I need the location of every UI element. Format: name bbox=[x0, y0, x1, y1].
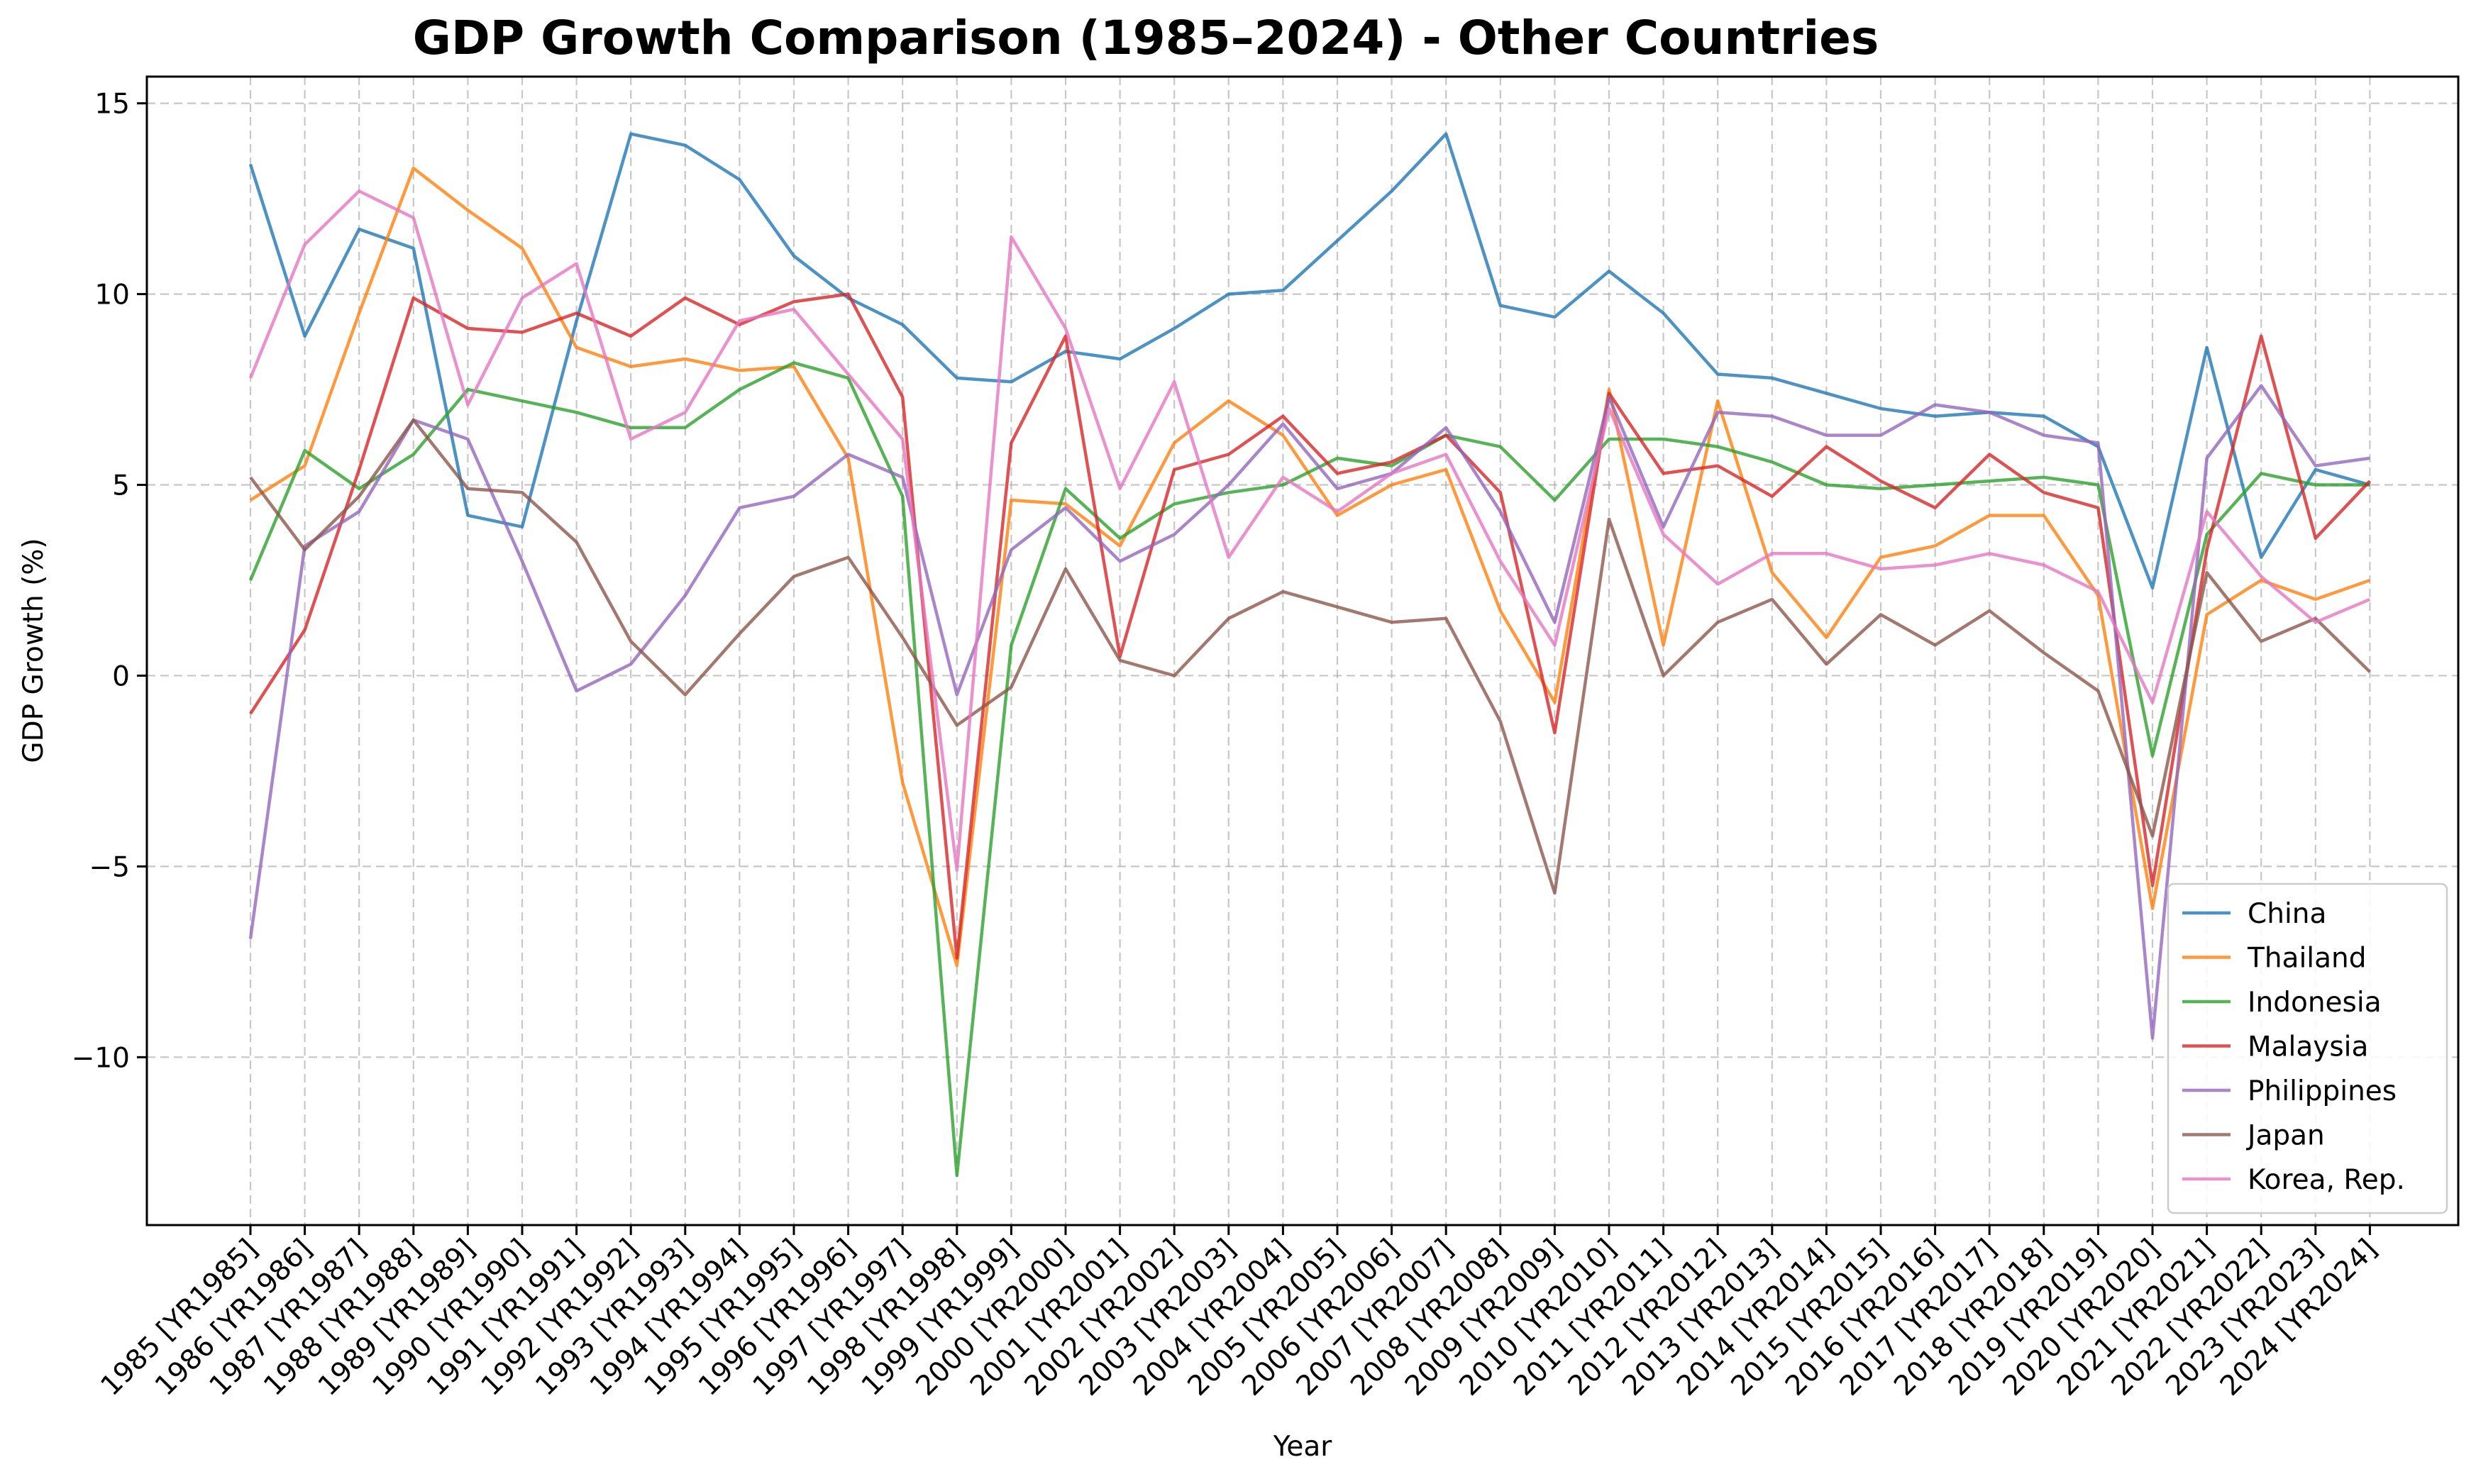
legend-label-thailand: Thailand bbox=[2247, 943, 2366, 975]
y-tick-label: −5 bbox=[89, 851, 131, 883]
series-line-korea-rep bbox=[248, 189, 2371, 873]
legend-box bbox=[2167, 882, 2448, 1214]
series-line-malaysia bbox=[249, 292, 2372, 960]
legend: China Thailand Indonesia Malaysia Philippine… bbox=[2167, 882, 2448, 1214]
legend-label-philippines: Philippines bbox=[2248, 1075, 2397, 1107]
legend-label-indonesia: Indonesia bbox=[2248, 987, 2382, 1019]
legend-label-korea-rep: Korea, Rep. bbox=[2248, 1164, 2405, 1196]
series-lines bbox=[248, 132, 2372, 1178]
series-line-china bbox=[248, 132, 2371, 590]
y-axis-ticks: −10 −5 0 5 10 15 bbox=[72, 89, 147, 1074]
y-tick-label: −10 bbox=[72, 1042, 130, 1074]
legend-label-china: China bbox=[2248, 898, 2326, 930]
series-line-indonesia bbox=[248, 361, 2370, 1178]
series-line-thailand bbox=[249, 166, 2371, 968]
y-tick-label: 15 bbox=[94, 89, 130, 121]
grid bbox=[147, 77, 2458, 1225]
chart-title: GDP Growth Comparison (1985–2024) - Othe… bbox=[413, 11, 1879, 65]
x-axis-label: Year bbox=[1273, 1431, 1333, 1463]
y-tick-label: 10 bbox=[94, 279, 130, 311]
y-tick-label: 0 bbox=[112, 660, 130, 692]
series-line-philippines bbox=[248, 384, 2370, 1040]
x-axis-ticks: 1985 [YR1985]1986 [YR1986]1987 [YR1987]1… bbox=[95, 1225, 2383, 1402]
y-axis-label: GDP Growth (%) bbox=[18, 538, 50, 763]
legend-label-japan: Japan bbox=[2245, 1120, 2325, 1152]
y-tick-label: 5 bbox=[112, 470, 130, 502]
series-line-japan bbox=[249, 418, 2371, 895]
legend-label-malaysia: Malaysia bbox=[2248, 1031, 2368, 1063]
plot-frame bbox=[145, 75, 2460, 1226]
